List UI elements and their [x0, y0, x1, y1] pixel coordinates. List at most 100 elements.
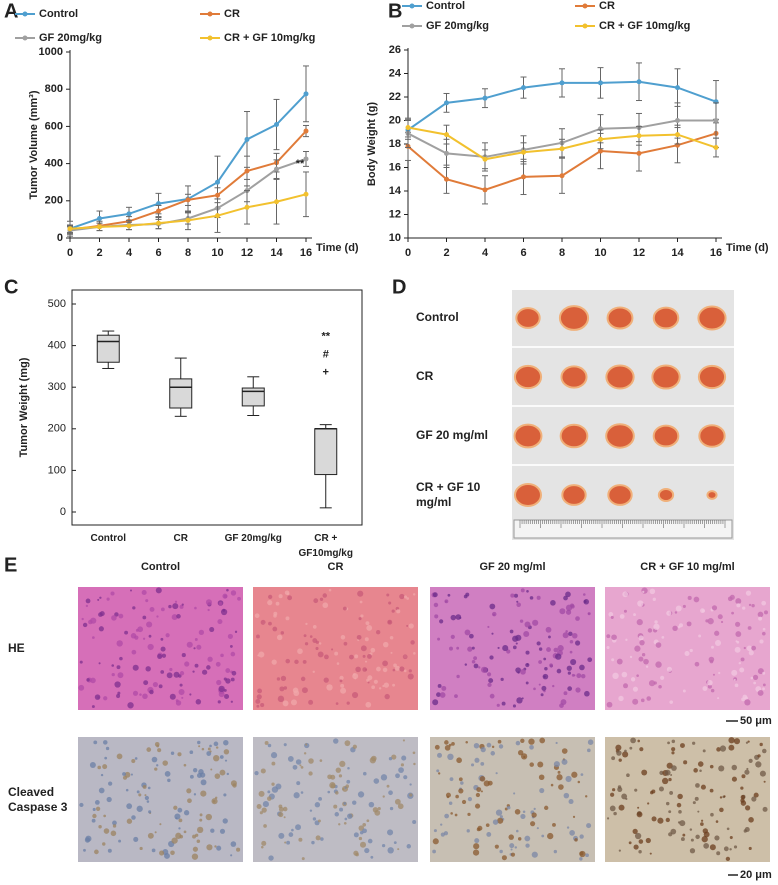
y-tick-label: 800 [45, 83, 63, 95]
texture [272, 626, 278, 632]
texture [391, 609, 395, 613]
texture [143, 680, 149, 686]
texture [625, 638, 628, 641]
texture [195, 699, 202, 705]
texture [362, 822, 367, 827]
texture [181, 603, 184, 606]
texture [213, 754, 220, 762]
texture [157, 748, 162, 753]
texture [334, 651, 339, 656]
tumor [607, 484, 633, 506]
texture [412, 593, 416, 596]
row-label: HE [8, 640, 25, 655]
texture [406, 844, 412, 849]
texture [479, 776, 486, 782]
texture [196, 773, 202, 778]
texture [94, 694, 101, 700]
texture [355, 852, 359, 857]
texture [542, 673, 549, 680]
texture [366, 819, 370, 823]
y-axis-label: Tumor Volume (mm³) [28, 90, 40, 199]
texture [220, 653, 224, 658]
texture [682, 604, 686, 608]
texture [637, 806, 640, 809]
texture [158, 684, 163, 689]
point [67, 226, 73, 232]
texture [486, 742, 492, 748]
texture [179, 604, 184, 609]
texture [712, 673, 715, 676]
micrograph [78, 587, 243, 710]
x-tick-label: CR + GF10mg/kg [298, 533, 353, 559]
texture [469, 633, 474, 639]
texture [131, 759, 136, 764]
texture [748, 758, 753, 763]
texture [550, 783, 554, 787]
texture [189, 693, 192, 696]
y-tick-label: 16 [389, 161, 401, 173]
texture [92, 813, 97, 819]
legend-label: CR [224, 8, 240, 20]
tumor [560, 365, 588, 389]
texture [618, 804, 625, 811]
texture [709, 764, 714, 769]
texture [320, 837, 324, 841]
texture [111, 664, 115, 667]
texture [112, 820, 117, 826]
x-tick-label: 10 [594, 247, 606, 259]
texture [710, 688, 715, 693]
texture [513, 792, 516, 795]
texture [541, 685, 547, 691]
texture [328, 588, 332, 592]
texture [616, 750, 622, 756]
texture [305, 622, 308, 626]
texture [282, 700, 289, 707]
point [598, 136, 603, 142]
texture [574, 838, 578, 842]
texture [683, 760, 688, 765]
row-label-box: HE [8, 640, 25, 655]
texture [520, 588, 525, 593]
texture [177, 752, 182, 757]
texture [108, 781, 113, 786]
texture [81, 617, 84, 621]
texture [343, 641, 348, 646]
texture [227, 633, 233, 639]
texture [649, 588, 656, 595]
texture [389, 806, 394, 811]
texture [520, 669, 526, 675]
tumor [606, 306, 634, 330]
texture [581, 673, 586, 679]
texture [611, 756, 616, 761]
texture [742, 694, 748, 700]
texture [444, 813, 449, 819]
texture [501, 701, 506, 706]
texture [360, 645, 367, 652]
texture [467, 646, 473, 652]
texture [234, 630, 238, 634]
texture [762, 687, 765, 691]
texture [334, 812, 340, 817]
texture [515, 667, 521, 673]
texture [343, 801, 347, 805]
texture [181, 653, 186, 658]
texture [105, 746, 110, 751]
texture [335, 767, 342, 773]
row-label-box: CR [416, 369, 433, 383]
texture [432, 849, 436, 854]
texture [219, 755, 224, 759]
texture [196, 826, 204, 834]
texture [352, 673, 356, 676]
texture [132, 690, 139, 696]
texture [78, 684, 85, 691]
box [241, 387, 265, 407]
texture [570, 658, 577, 666]
texture [543, 657, 547, 661]
texture [303, 634, 307, 638]
texture [342, 606, 347, 611]
texture [116, 640, 123, 647]
texture [740, 795, 746, 800]
texture [286, 592, 290, 596]
texture [567, 671, 571, 675]
texture [192, 846, 198, 852]
